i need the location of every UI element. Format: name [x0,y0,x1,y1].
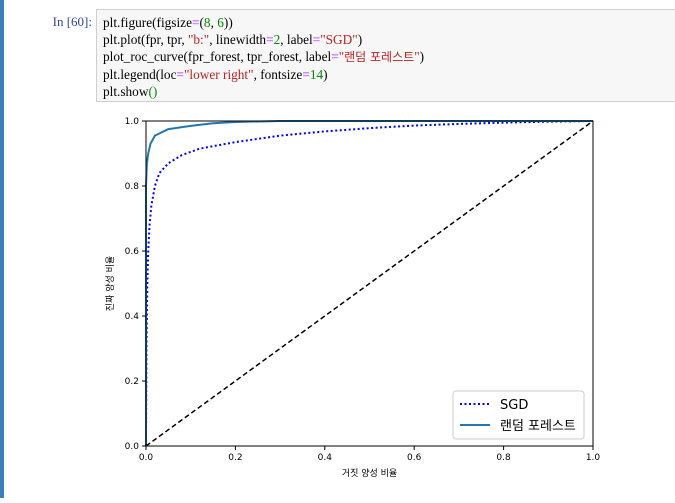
x-tick-label: 0.2 [228,453,242,463]
code-line-5: plt.show() [103,84,158,99]
code-line-1: plt.figure(figsize=(8, 6)) [103,15,233,30]
x-tick-label: 0.6 [407,453,422,463]
y-tick-label: 1.0 [125,117,140,127]
code-line-2: plt.plot(fpr, tpr, "b:", linewidth=2, la… [103,32,363,47]
y-tick-label: 0.2 [125,377,139,387]
series-line-0 [145,120,594,447]
y-tick-label: 0.4 [125,312,140,322]
cell-selection-bar [0,0,4,498]
x-tick-label: 0.4 [318,453,333,463]
roc-chart: 0.0 0.2 0.4 0.6 0.8 1.0 0.0 0.2 0.4 0.6 0.8 1.0 거짓 … [105,117,601,479]
y-tick-label: 0.8 [125,182,140,192]
x-tick-label: 1.0 [586,453,601,463]
input-prompt: In [60]: [52,14,92,29]
legend: SGD 랜덤 포레스트 [452,390,585,440]
x-axis-label: 거짓 양성 비율 [342,468,397,479]
series-line-2 [145,120,594,447]
code-text: plt.figure(figsize=(8, 6)) plt.plot(fpr,… [103,14,424,100]
legend-box [452,390,585,440]
plot-frame [145,120,594,447]
legend-forest-label: 랜덤 포레스트 [500,419,576,434]
x-tick-label: 0.0 [139,453,154,463]
series-line-1 [145,120,593,446]
y-axis-label: 진짜 양성 비율 [105,256,116,311]
y-tick-label: 0.6 [125,247,140,257]
legend-sgd-label: SGD [500,398,528,413]
code-line-4: plt.legend(loc="lower right", fontsize=1… [103,67,328,82]
code-line-3: plot_roc_curve(fpr_forest, tpr_forest, l… [103,49,425,64]
cell-output: 0.0 0.2 0.4 0.6 0.8 1.0 0.0 0.2 0.4 0.6 0.8 1.0 거짓 … [96,105,675,498]
code-input-area[interactable]: plt.figure(figsize=(8, 6)) plt.plot(fpr,… [96,9,675,102]
y-tick-label: 0.0 [125,442,140,452]
x-tick-label: 0.8 [496,453,511,463]
